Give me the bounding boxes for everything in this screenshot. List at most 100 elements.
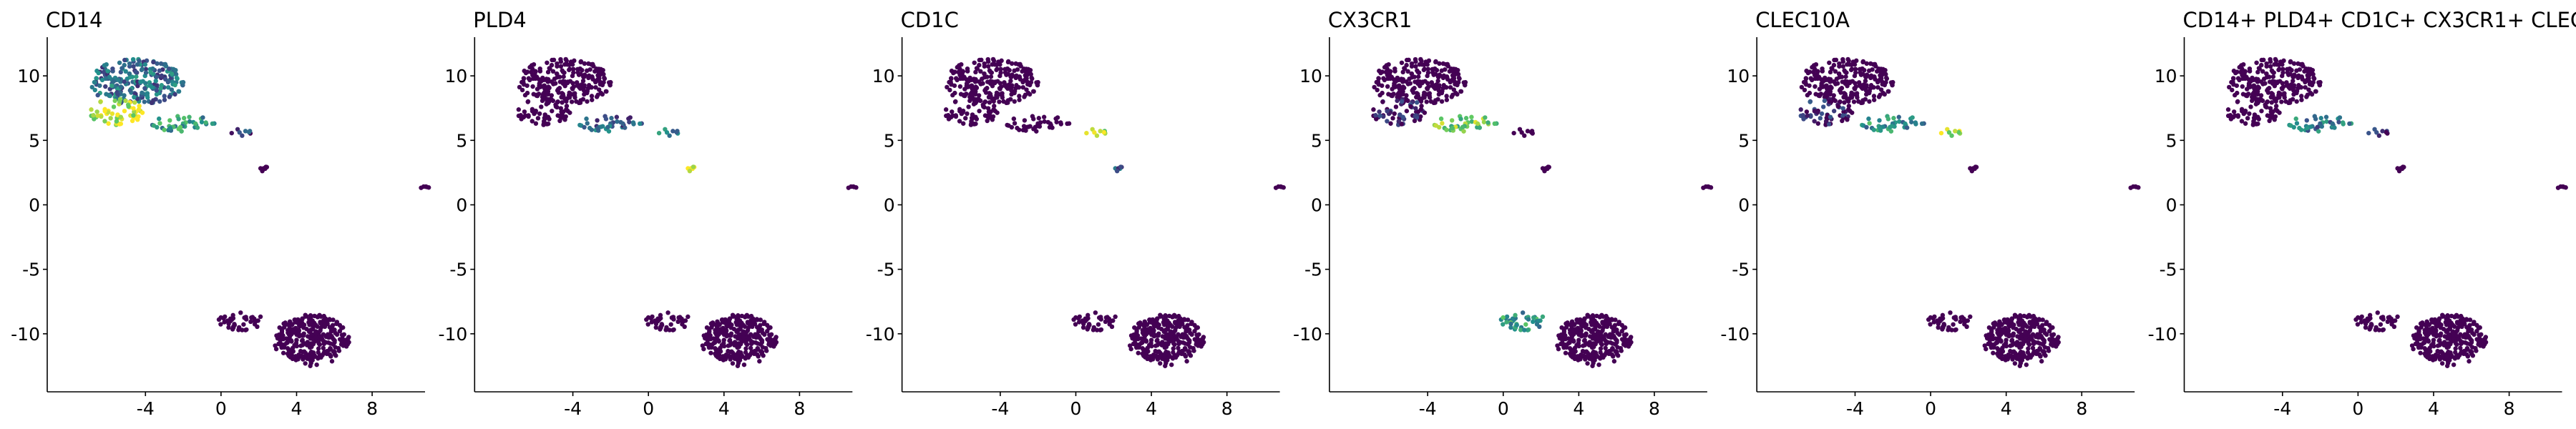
data-point (764, 329, 770, 334)
data-point (2031, 341, 2036, 347)
data-point (2239, 109, 2245, 114)
data-point (1948, 310, 1953, 315)
data-point (1946, 327, 1951, 332)
data-point (1417, 61, 1423, 67)
data-point (2300, 77, 2305, 82)
data-point (1404, 79, 1409, 84)
data-point (962, 87, 967, 92)
y-tick-label: -10 (2148, 324, 2177, 345)
x-tick-label: -4 (1419, 398, 1437, 419)
y-tick-label: 0 (2166, 194, 2177, 215)
data-point (1563, 350, 1568, 355)
data-point (1396, 119, 1401, 124)
data-point (1163, 320, 1169, 325)
data-point (1611, 354, 1616, 359)
data-point (232, 322, 238, 327)
data-point (963, 116, 968, 121)
data-point (2445, 320, 2451, 325)
data-point (1949, 133, 1954, 138)
data-point (176, 89, 181, 94)
data-point (1041, 114, 1047, 119)
data-point (2306, 72, 2311, 77)
data-point (1576, 319, 1581, 324)
data-point (535, 116, 541, 121)
data-point (1448, 84, 1453, 90)
data-point (1837, 61, 1842, 66)
data-point (1169, 331, 1174, 336)
data-point (1991, 350, 1996, 355)
data-point (1451, 72, 1457, 77)
data-point (1518, 327, 1523, 332)
data-point (691, 164, 696, 169)
data-point (1614, 349, 1619, 355)
data-point (1034, 129, 1039, 134)
data-point (122, 57, 127, 63)
data-point (1558, 332, 1563, 337)
data-point (743, 350, 748, 355)
data-point (102, 63, 107, 68)
data-point (2434, 328, 2439, 333)
data-point (1036, 116, 1042, 121)
data-point (315, 315, 321, 320)
y-tick-label: -5 (877, 260, 895, 280)
data-point (1011, 116, 1017, 122)
data-point (1968, 314, 1973, 320)
data-point (2225, 107, 2231, 112)
data-point (1176, 345, 1181, 350)
data-point (1606, 348, 1612, 354)
data-point (1179, 348, 1184, 354)
data-point (142, 99, 147, 104)
data-point (2027, 320, 2033, 325)
x-tick-label: -4 (564, 398, 582, 419)
data-point (2268, 113, 2273, 118)
data-point (137, 58, 142, 64)
data-point (223, 314, 228, 320)
data-point (1419, 104, 1424, 109)
data-point (1953, 129, 1958, 134)
data-point (2385, 319, 2391, 325)
data-point (107, 87, 112, 92)
data-point (2240, 92, 2246, 97)
data-point (1425, 70, 1431, 75)
data-point (1136, 342, 1141, 347)
data-point (2023, 322, 2028, 327)
data-point (1414, 100, 1420, 105)
data-point (986, 109, 992, 114)
data-point (1377, 92, 1382, 98)
data-point (2128, 185, 2133, 190)
data-point (127, 71, 132, 77)
data-point (1546, 164, 1551, 169)
data-point (2259, 62, 2264, 68)
data-point (978, 69, 983, 74)
data-point (1840, 118, 1845, 124)
panel-title: CD1C (901, 8, 959, 32)
data-point (226, 325, 231, 330)
data-point (131, 113, 136, 118)
data-point (2310, 68, 2316, 73)
data-point (727, 337, 733, 342)
data-point (561, 74, 566, 79)
data-point (1622, 325, 1628, 330)
data-point (973, 84, 978, 89)
data-point (1392, 111, 1397, 117)
data-point (1377, 113, 1382, 118)
data-point (522, 92, 528, 98)
data-point (1000, 91, 1005, 96)
data-point (1461, 129, 1466, 134)
data-point (533, 121, 539, 126)
data-point (981, 104, 986, 109)
data-point (95, 92, 100, 98)
data-point (92, 117, 97, 122)
data-point (1953, 317, 1958, 322)
data-point (230, 312, 235, 318)
data-point (1990, 342, 1996, 347)
data-point (1567, 340, 1572, 345)
data-point (303, 361, 308, 366)
data-point (2001, 327, 2006, 332)
data-point (2023, 335, 2029, 340)
data-point (1962, 322, 1967, 327)
data-point (724, 323, 729, 328)
data-point (2477, 325, 2482, 330)
data-point (1168, 322, 1174, 327)
data-point (1192, 329, 1197, 334)
